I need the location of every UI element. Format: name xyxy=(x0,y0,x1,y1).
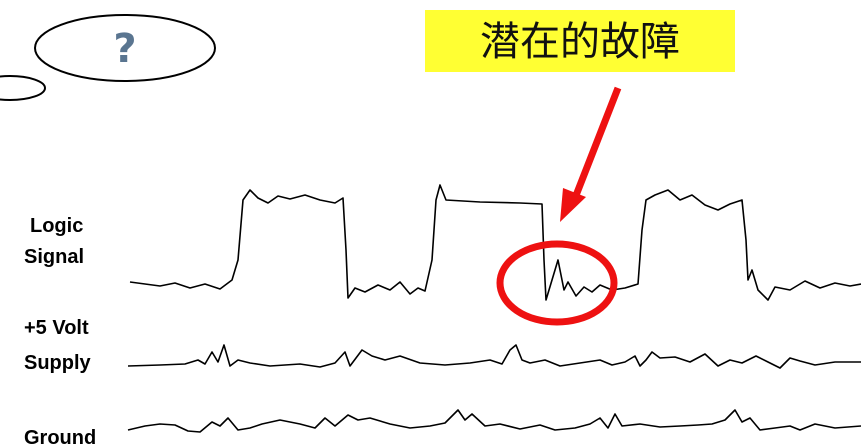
callout-box xyxy=(425,10,735,72)
highlight-circle xyxy=(496,240,618,326)
arrow-shaft xyxy=(571,86,622,200)
trace-label: Ground xyxy=(24,427,96,448)
callout-label: 潜在的故障 xyxy=(480,19,680,65)
trace-label: Logic xyxy=(30,215,83,237)
supply-wave xyxy=(127,344,861,369)
trace-label: +5 Volt xyxy=(24,317,89,339)
arrow-head xyxy=(560,188,586,222)
trace-label: Supply xyxy=(24,352,92,374)
logic-wave xyxy=(129,184,861,301)
thought-bubble-small xyxy=(0,75,46,101)
trace-label: Signal xyxy=(24,246,84,268)
ground-wave xyxy=(127,409,861,433)
question-mark: ? xyxy=(113,26,136,72)
thought-bubble xyxy=(34,14,216,82)
